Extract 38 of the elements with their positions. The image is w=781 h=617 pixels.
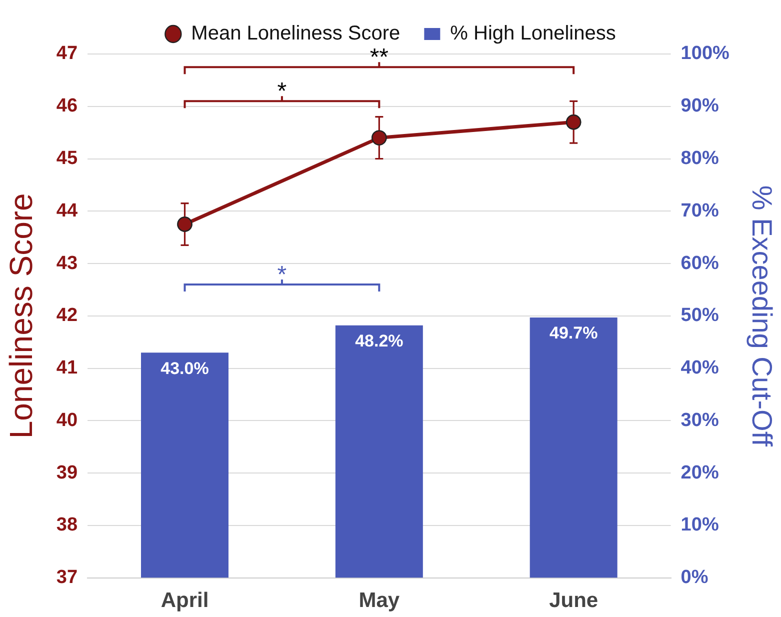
y-tick-label: 44 bbox=[56, 200, 78, 222]
y2-tick-label: 10% bbox=[680, 514, 719, 536]
data-label: 43.0% bbox=[160, 358, 209, 378]
y2-tick-label: 60% bbox=[680, 252, 719, 274]
y-axis-title: Loneliness Score bbox=[3, 193, 40, 439]
y2-tick-label: 20% bbox=[680, 462, 719, 484]
data-label: 49.7% bbox=[549, 324, 598, 343]
y-tick-label: 37 bbox=[56, 567, 78, 588]
y-tick-label: 45 bbox=[56, 148, 78, 169]
y2-tick-label: 80% bbox=[680, 148, 719, 169]
y-tick-label: 40 bbox=[56, 410, 78, 431]
y2-tick-label: 30% bbox=[680, 410, 719, 431]
legend-label: Mean Loneliness Score bbox=[191, 22, 400, 45]
y2-axis-title: % Exceeding Cut-Off bbox=[746, 185, 778, 447]
y2-tick-label: 70% bbox=[680, 200, 719, 222]
data-label: 48.2% bbox=[355, 332, 404, 351]
y-tick-label: 39 bbox=[56, 462, 78, 484]
y-tick-label: 46 bbox=[56, 96, 78, 117]
point bbox=[177, 216, 192, 232]
y2-tick-label: 40% bbox=[680, 358, 719, 379]
y2-tick-label: 100% bbox=[680, 43, 730, 64]
y-tick-label: 43 bbox=[56, 252, 78, 274]
point bbox=[566, 114, 582, 130]
legend-label: % High Loneliness bbox=[450, 22, 616, 45]
y-tick-label: 41 bbox=[56, 358, 78, 379]
y2-tick-label: 50% bbox=[680, 305, 719, 326]
annotation: * bbox=[277, 261, 287, 288]
y-tick-label: 47 bbox=[56, 43, 78, 64]
x-tick-label: June bbox=[549, 589, 598, 612]
point bbox=[372, 130, 387, 146]
y2-tick-label: 0% bbox=[680, 567, 708, 588]
annotation: ** bbox=[370, 44, 389, 72]
y2-tick-label: 90% bbox=[680, 96, 719, 117]
x-tick-label: April bbox=[160, 589, 209, 612]
annotation: * bbox=[277, 78, 287, 106]
y-tick-label: 38 bbox=[56, 514, 78, 536]
y-tick-label: 42 bbox=[56, 305, 78, 326]
x-tick-label: May bbox=[358, 589, 400, 612]
